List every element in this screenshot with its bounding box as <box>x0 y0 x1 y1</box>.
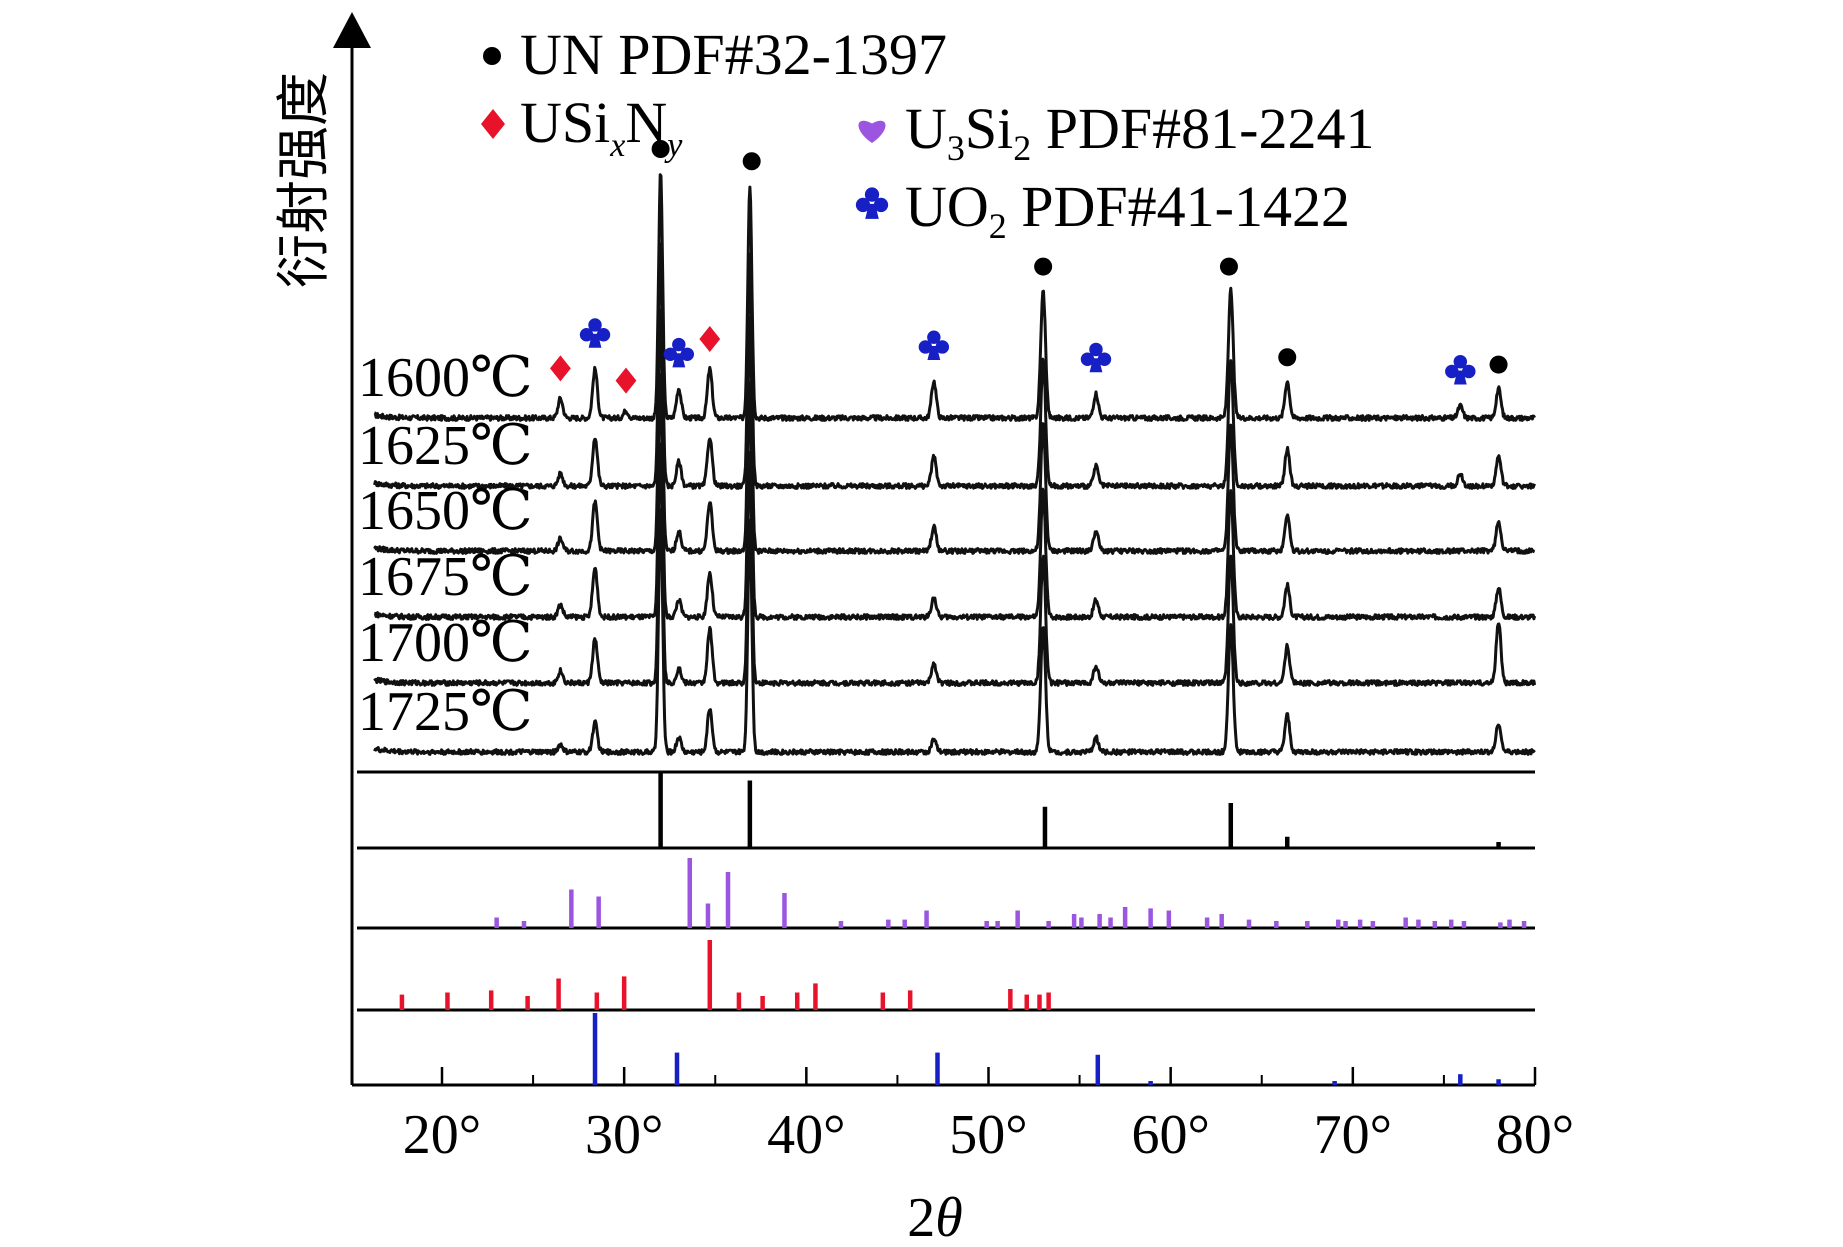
x-tick-label: 60° <box>1131 1104 1209 1166</box>
peak-marker-club-icon <box>918 330 950 361</box>
x-tick-label: 20° <box>403 1104 481 1166</box>
y-axis-label: 衍射强度 <box>272 72 335 288</box>
series-label: 1600℃ <box>358 347 533 409</box>
series-label: 1625℃ <box>358 415 533 477</box>
peak-marker-circle-icon <box>651 140 670 158</box>
peak-marker-circle-icon <box>1489 355 1508 374</box>
pattern-line <box>373 442 1537 687</box>
peak-marker-club-icon <box>1445 354 1476 385</box>
peak-marker-circle-icon <box>1219 257 1238 276</box>
pattern-line <box>373 373 1537 621</box>
peak-marker-diamond-icon <box>699 326 721 352</box>
pattern-line <box>373 173 1536 422</box>
peak-marker-club-icon <box>1080 342 1112 373</box>
legend-entry: UO2 PDF#41-1422 <box>855 174 1350 246</box>
peak-marker-club-icon <box>663 337 695 368</box>
peak-marker-circle-icon <box>1278 348 1297 367</box>
series-label: 1700℃ <box>358 612 533 674</box>
peak-marker-circle-icon <box>1034 257 1053 276</box>
x-tick-label: 70° <box>1314 1104 1392 1166</box>
peak-marker-club-icon <box>579 318 611 348</box>
pattern-line <box>373 308 1536 555</box>
pattern-line <box>373 242 1536 490</box>
legend-heart-icon <box>858 120 886 143</box>
y-axis-arrow <box>333 12 371 48</box>
x-tick-label: 30° <box>585 1104 663 1166</box>
peak-marker-diamond-icon <box>550 355 571 382</box>
peak-markers <box>550 140 1508 394</box>
pattern-line <box>373 508 1536 756</box>
x-tick-label: 40° <box>767 1104 845 1166</box>
x-tick-label: 80° <box>1496 1104 1574 1166</box>
x-axis-label: 2θ <box>907 1187 963 1247</box>
legend-label: UN PDF#32-1397 <box>520 22 947 87</box>
x-tick-label: 50° <box>949 1104 1027 1166</box>
legend-entry: UN PDF#32-1397 <box>483 22 947 87</box>
peak-marker-circle-icon <box>742 152 761 171</box>
series-label: 1675℃ <box>358 546 533 608</box>
legend-entry: U3Si2 PDF#81-2241 <box>858 96 1375 168</box>
reference-patterns <box>357 770 1535 1085</box>
axes: 20° 30° 40° 50° 60° 70° 80° 2θ 衍射强度 <box>272 12 1574 1247</box>
legend-club-icon <box>855 187 889 219</box>
legend-label: UO2 PDF#41-1422 <box>905 174 1350 246</box>
legend-label: U3Si2 PDF#81-2241 <box>905 96 1375 168</box>
legend-diamond-icon <box>481 109 505 139</box>
legend-circle-icon <box>483 47 501 65</box>
series-label: 1725℃ <box>358 681 533 743</box>
legend-label: USixNy <box>520 90 683 164</box>
legend-entry: USixNy <box>481 90 683 164</box>
series-label: 1650℃ <box>358 480 533 542</box>
peak-marker-diamond-icon <box>615 367 637 394</box>
